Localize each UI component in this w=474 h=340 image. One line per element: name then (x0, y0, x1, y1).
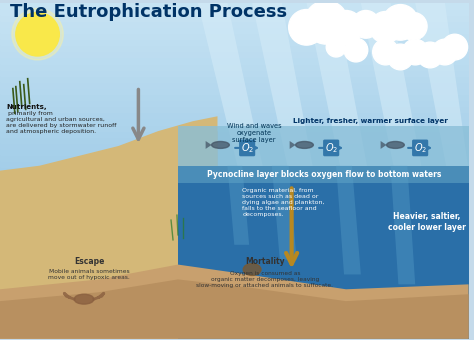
Polygon shape (361, 3, 425, 186)
Polygon shape (0, 265, 469, 339)
Circle shape (432, 39, 458, 65)
Text: Mortality: Mortality (245, 257, 285, 266)
Ellipse shape (296, 141, 313, 148)
Polygon shape (252, 3, 316, 186)
Bar (0, 81, 469, 88)
Text: primarily from
agricultural and urban sources,
are delivered by stormwater runof: primarily from agricultural and urban so… (6, 111, 116, 134)
Text: Escape: Escape (74, 257, 104, 266)
Text: Oxygen is consumed as
organic matter decomposes, leaving
slow-moving or attached: Oxygen is consumed as organic matter dec… (196, 271, 333, 288)
Circle shape (417, 42, 443, 68)
Text: Nutrients,: Nutrients, (6, 104, 46, 110)
Bar (0, 172, 469, 180)
Circle shape (442, 34, 467, 60)
Polygon shape (415, 3, 469, 186)
Bar (0, 117, 469, 124)
Circle shape (289, 10, 324, 45)
Polygon shape (336, 166, 361, 274)
Text: Mobile animals sometimes
move out of hypoxic areas.: Mobile animals sometimes move out of hyp… (48, 269, 130, 280)
Circle shape (326, 37, 346, 57)
Bar (0, 44, 469, 51)
Bar (0, 99, 469, 106)
Bar (0, 32, 469, 39)
Polygon shape (178, 166, 469, 339)
Bar (0, 148, 469, 155)
Text: $O_2$: $O_2$ (325, 141, 338, 155)
Bar (0, 38, 469, 45)
Polygon shape (307, 3, 371, 186)
Bar (0, 93, 469, 100)
Circle shape (12, 8, 63, 60)
Circle shape (329, 11, 363, 44)
Text: $O_2$: $O_2$ (240, 141, 254, 155)
Ellipse shape (74, 294, 94, 304)
Ellipse shape (211, 141, 229, 148)
Circle shape (370, 12, 401, 43)
Polygon shape (178, 166, 469, 183)
Bar (0, 20, 469, 27)
Bar (0, 75, 469, 82)
Text: Heavier, saltier,
cooler lower layer: Heavier, saltier, cooler lower layer (388, 212, 466, 232)
Circle shape (373, 39, 399, 65)
Circle shape (383, 4, 418, 40)
Bar (0, 123, 469, 131)
Bar (0, 56, 469, 64)
Text: Pycnocline layer blocks oxygen flow to bottom waters: Pycnocline layer blocks oxygen flow to b… (207, 170, 441, 179)
Bar (0, 136, 469, 143)
Bar (0, 166, 469, 173)
Bar (0, 154, 469, 161)
Bar (0, 50, 469, 57)
Bar (0, 87, 469, 94)
Text: Organic material, from
sources such as dead or
dying algae and plankton,
falls t: Organic material, from sources such as d… (242, 188, 325, 217)
Text: Wind and waves
oxygenate
surface layer: Wind and waves oxygenate surface layer (227, 123, 282, 143)
Bar (0, 111, 469, 118)
Circle shape (400, 13, 427, 40)
Text: Lighter, fresher, warmer surface layer: Lighter, fresher, warmer surface layer (293, 118, 448, 124)
Circle shape (402, 39, 428, 65)
Bar (0, 26, 469, 33)
Circle shape (344, 38, 368, 62)
Polygon shape (0, 3, 218, 339)
Bar (0, 8, 469, 15)
Ellipse shape (243, 264, 261, 275)
Bar (0, 14, 469, 21)
Polygon shape (391, 166, 415, 284)
Polygon shape (228, 166, 249, 245)
Text: The Eutrophication Process: The Eutrophication Process (10, 3, 287, 21)
Polygon shape (198, 3, 267, 186)
Text: $O_2$: $O_2$ (413, 141, 427, 155)
Polygon shape (0, 279, 469, 339)
Polygon shape (0, 3, 218, 339)
Bar (0, 69, 469, 76)
Bar (0, 142, 469, 149)
Polygon shape (381, 141, 386, 149)
Ellipse shape (386, 141, 404, 148)
Polygon shape (206, 141, 211, 149)
Bar (0, 2, 469, 9)
Bar (0, 160, 469, 167)
Bar (0, 178, 469, 186)
Circle shape (388, 44, 413, 70)
Bar (0, 105, 469, 112)
Polygon shape (290, 141, 296, 149)
Circle shape (352, 11, 380, 38)
Circle shape (304, 1, 348, 44)
Circle shape (16, 13, 59, 56)
Bar (0, 130, 469, 137)
Bar (0, 63, 469, 70)
Polygon shape (178, 126, 469, 166)
Polygon shape (272, 166, 297, 260)
